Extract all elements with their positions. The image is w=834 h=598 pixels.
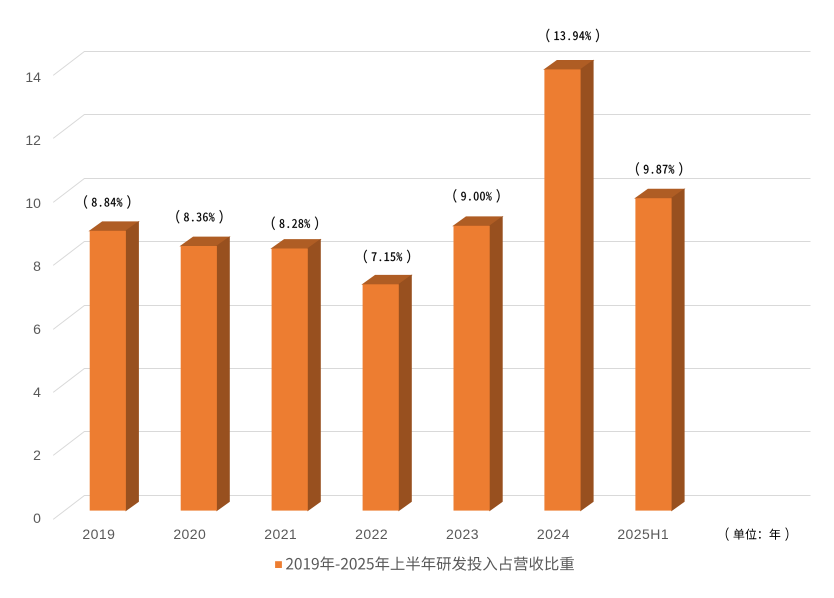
svg-text:6: 6: [33, 321, 41, 337]
svg-text:12: 12: [25, 132, 41, 148]
svg-text:2025H1: 2025H1: [617, 526, 669, 542]
svg-text:8: 8: [33, 258, 41, 274]
svg-text:2021: 2021: [264, 526, 297, 542]
svg-text:2020: 2020: [173, 526, 206, 542]
svg-text:2: 2: [33, 447, 41, 463]
svg-text:2022: 2022: [355, 526, 388, 542]
svg-text:10: 10: [25, 195, 41, 211]
svg-text:2023: 2023: [446, 526, 479, 542]
svg-text:4: 4: [33, 384, 41, 400]
svg-text:0: 0: [33, 510, 41, 526]
svg-text:2024: 2024: [537, 526, 570, 542]
svg-text:2019: 2019: [82, 526, 115, 542]
svg-text:14: 14: [25, 69, 41, 85]
